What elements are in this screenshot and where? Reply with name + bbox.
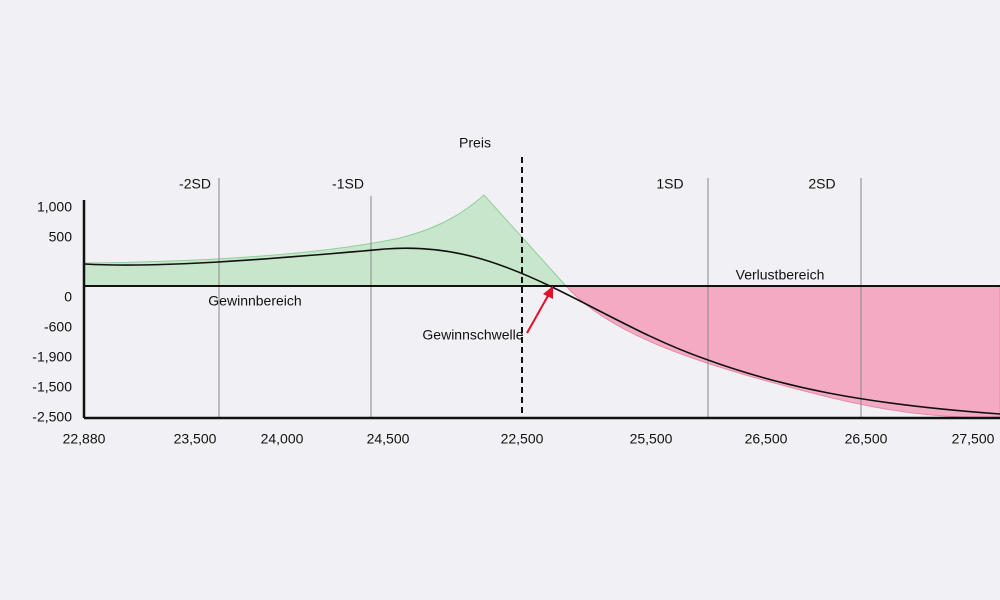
x-label: 27,500 xyxy=(952,431,995,447)
y-label: 500 xyxy=(49,229,73,245)
x-label: 24,000 xyxy=(261,431,304,447)
loss-label: Verlustbereich xyxy=(736,267,825,283)
sd-label: -1SD xyxy=(332,176,364,192)
y-label: -2,500 xyxy=(32,409,72,425)
y-label: 1,000 xyxy=(37,199,72,215)
x-label: 26,500 xyxy=(845,431,888,447)
x-label: 22,880 xyxy=(63,431,106,447)
x-label: 24,500 xyxy=(367,431,410,447)
y-label: 0 xyxy=(64,289,72,305)
title: Preis xyxy=(459,135,491,151)
breakeven-label: Gewinnschwelle xyxy=(422,327,523,343)
arrow-head xyxy=(543,286,553,299)
sd-label: 2SD xyxy=(808,176,835,192)
sd-label: -2SD xyxy=(179,176,211,192)
x-label: 23,500 xyxy=(174,431,217,447)
x-label: 25,500 xyxy=(630,431,673,447)
annotation-arrow xyxy=(526,293,550,334)
profit-label: Gewinnbereich xyxy=(208,293,301,309)
y-label: -1,500 xyxy=(32,379,72,395)
x-label: 22,500 xyxy=(501,431,544,447)
y-label: -600 xyxy=(44,319,72,335)
x-label: 26,500 xyxy=(745,431,788,447)
y-label: -1,900 xyxy=(32,349,72,365)
sd-label: 1SD xyxy=(656,176,683,192)
